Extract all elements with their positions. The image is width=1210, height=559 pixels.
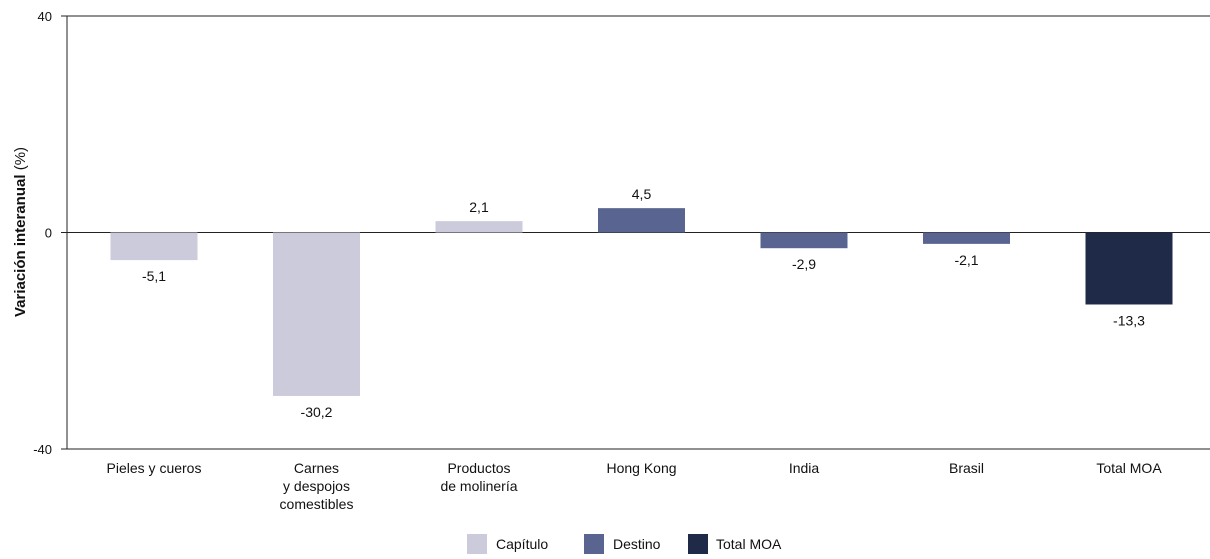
legend-swatch-destino (584, 534, 604, 554)
data-label: -5,1 (142, 268, 166, 284)
legend-swatch-capitulo (467, 534, 487, 554)
category-label: Total MOA (1096, 460, 1162, 476)
bar (110, 232, 198, 261)
y-tick-label: 0 (45, 226, 52, 241)
bar (598, 208, 685, 233)
y-tick-label: -40 (33, 442, 52, 457)
category-label: Carnes y despojos comestibles (280, 460, 354, 512)
bar (1085, 232, 1173, 305)
data-label: 2,1 (469, 199, 489, 215)
bar (435, 221, 523, 233)
legend-label-capitulo: Capítulo (496, 536, 548, 552)
legend-swatch-total (688, 534, 708, 554)
y-axis-title: Variación interanual (%) (12, 147, 29, 317)
category-label: Brasil (949, 460, 984, 476)
bar (923, 232, 1010, 244)
category-label: Productos de molinería (440, 460, 517, 494)
y-tick-label: 40 (38, 9, 52, 24)
category-label: India (789, 460, 820, 476)
bar (760, 232, 848, 249)
category-label: Pieles y cueros (107, 460, 202, 476)
chart-legend: Capítulo Destino Total MOA (467, 534, 782, 554)
chart-axes: 40 0 -40 (33, 9, 1210, 457)
bar (273, 232, 360, 396)
chart-labels: -5,1 Pieles y cueros -30,2 Carnes y despojos… (107, 186, 1163, 512)
legend-label-total: Total MOA (716, 536, 782, 552)
chart-bars (110, 208, 1173, 396)
data-label: -2,9 (792, 256, 816, 272)
data-label: -2,1 (954, 252, 978, 268)
category-label: Hong Kong (606, 460, 676, 476)
data-label: -30,2 (301, 404, 333, 420)
legend-label-destino: Destino (613, 536, 661, 552)
data-label: -13,3 (1113, 312, 1145, 328)
data-label: 4,5 (632, 186, 652, 202)
